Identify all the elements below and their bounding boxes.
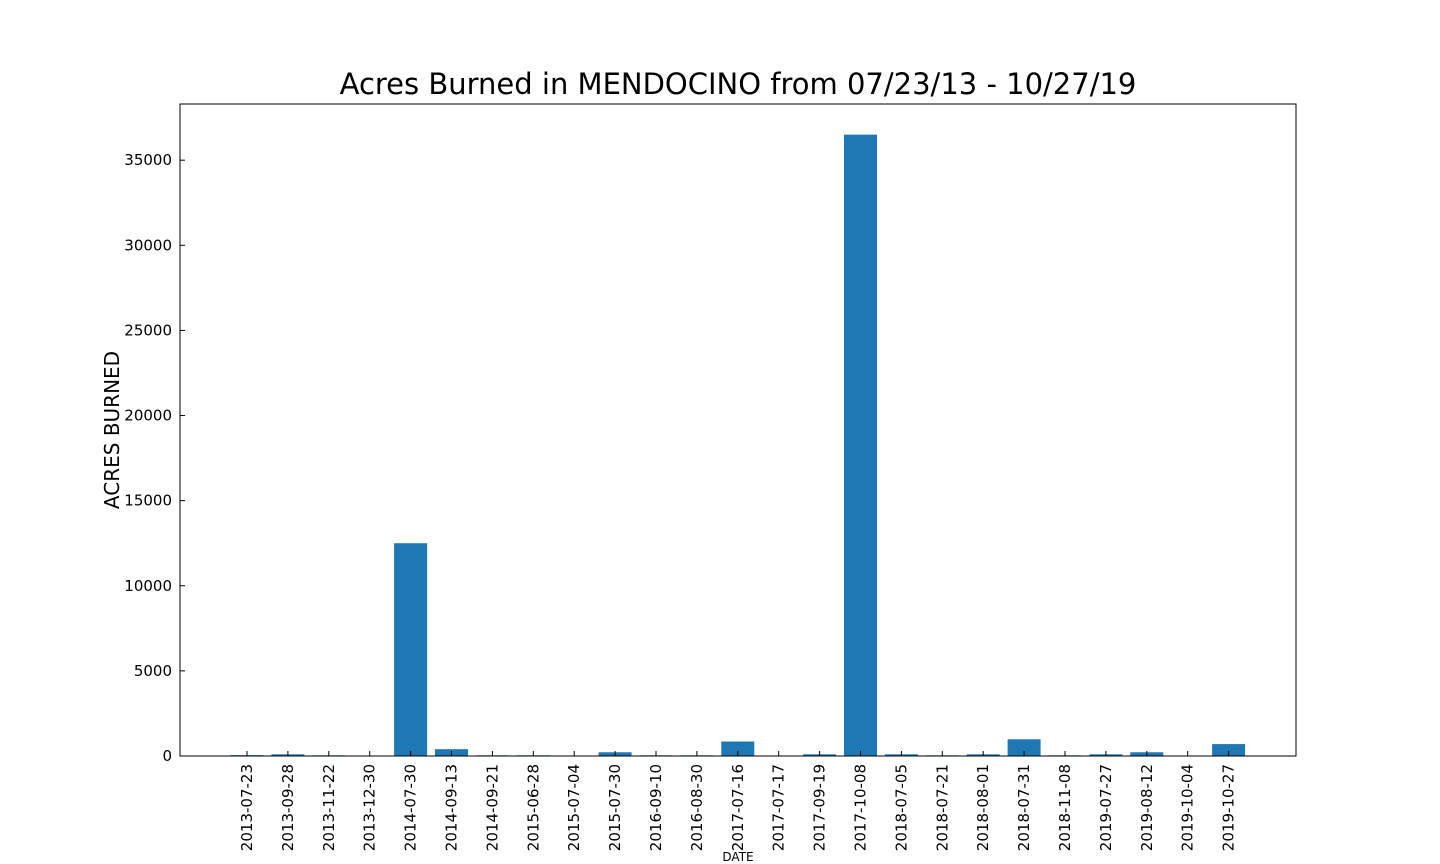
y-tick-label: 35000 <box>124 151 172 169</box>
x-tick-label: 2013-11-22 <box>320 764 338 851</box>
x-tick-label: 2015-07-04 <box>565 764 583 851</box>
y-axis-label: ACRES BURNED <box>100 351 124 509</box>
bars-group <box>230 134 1246 756</box>
x-tick-label: 2014-09-13 <box>443 764 461 851</box>
chart-title: Acres Burned in MENDOCINO from 07/23/13 … <box>340 67 1137 101</box>
y-tick-label: 20000 <box>124 407 172 425</box>
x-axis-ticks: 2013-07-23 2013-09-28 2013-11-22 2013-12-30… <box>238 751 1238 851</box>
bar-2017-10-08 <box>844 134 877 756</box>
x-tick-label: 2018-07-21 <box>933 764 951 851</box>
x-tick-label: 2019-07-27 <box>1097 764 1115 851</box>
y-axis-ticks: 0 5000 10000 15000 20000 25000 30000 35000 <box>124 151 185 765</box>
x-tick-label: 2017-07-17 <box>770 764 788 851</box>
x-tick-label: 2019-08-12 <box>1138 764 1156 851</box>
x-tick-label: 2014-09-21 <box>483 764 501 851</box>
x-tick-label: 2018-07-31 <box>1015 764 1033 851</box>
plot-frame <box>179 103 1297 757</box>
bar-2018-07-31 <box>1007 739 1041 756</box>
x-tick-label: 2015-07-30 <box>606 764 624 851</box>
x-tick-label: 2019-10-04 <box>1179 764 1197 851</box>
bar-2019-10-27 <box>1212 744 1246 756</box>
x-tick-label: 2017-09-19 <box>811 764 829 851</box>
bar-2014-07-30 <box>394 543 428 756</box>
x-tick-label: 2018-08-01 <box>974 764 992 851</box>
x-tick-label: 2015-06-28 <box>524 764 542 851</box>
y-tick-label: 15000 <box>124 492 172 510</box>
x-tick-label: 2013-12-30 <box>361 764 379 851</box>
y-tick-label: 25000 <box>124 321 172 339</box>
bar-2017-07-16 <box>721 741 755 756</box>
x-tick-label: 2014-07-30 <box>402 764 420 851</box>
x-tick-label: 2013-09-28 <box>279 764 297 851</box>
x-tick-label: 2017-07-16 <box>729 764 747 851</box>
x-tick-label: 2018-11-08 <box>1056 764 1074 851</box>
y-tick-label: 5000 <box>134 662 172 680</box>
x-axis-label: DATE <box>722 850 753 864</box>
y-tick-label: 0 <box>162 747 172 765</box>
y-tick-label: 10000 <box>124 577 172 595</box>
x-tick-label: 2013-07-23 <box>238 764 256 851</box>
x-tick-label: 2016-08-30 <box>688 764 706 851</box>
x-tick-label: 2016-09-10 <box>647 764 665 851</box>
y-tick-label: 30000 <box>124 236 172 254</box>
x-tick-label: 2018-07-05 <box>892 764 910 851</box>
x-tick-label: 2017-10-08 <box>852 764 870 851</box>
x-tick-label: 2019-10-27 <box>1220 764 1238 851</box>
